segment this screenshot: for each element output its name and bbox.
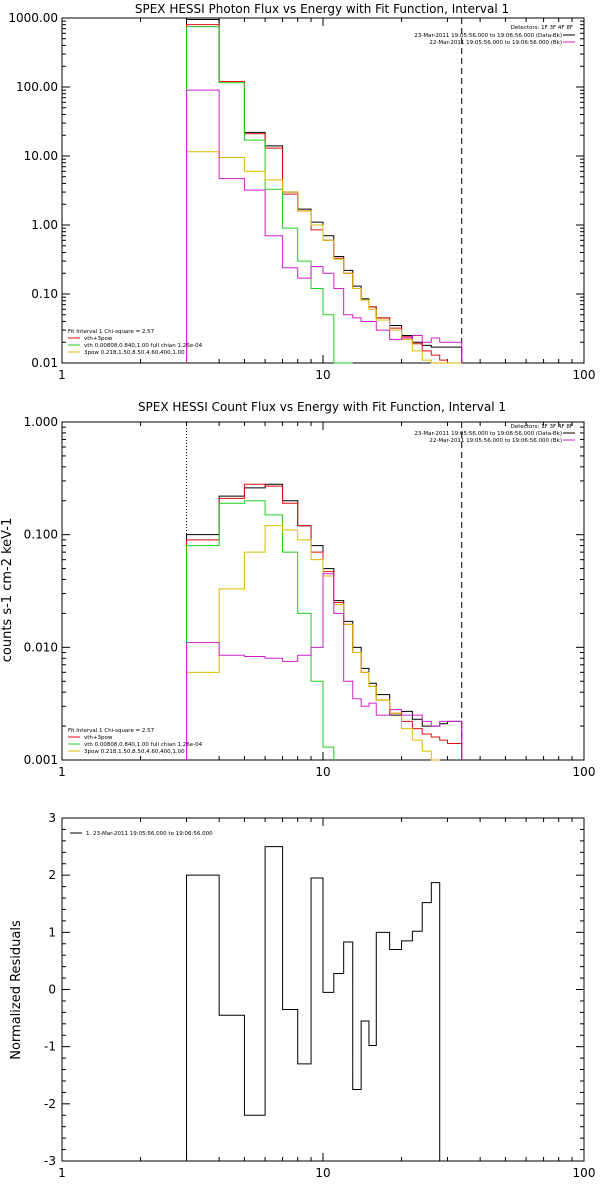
series-vth: [186, 26, 353, 364]
series-3pow: [186, 151, 462, 364]
legend-right: Detectors: 1F 3F 4F 8F 23-Mar-2011 19:05…: [414, 25, 575, 46]
x-tick-label: 10: [315, 1166, 330, 1180]
legend-bk: 22-Mar-2011 19:05:56.000 to 19:06:56.000…: [429, 40, 562, 46]
count-flux-panel: SPEX HESSI Count Flux vs Energy with Fit…: [0, 395, 600, 790]
y-tick-label: -3: [44, 1154, 56, 1168]
legend: 1. 23-Mar-2011 19:05:56.000 to 19:06:56.…: [70, 831, 213, 837]
y-tick-label: 10.00: [24, 149, 58, 163]
y-tick-label: 0.001: [24, 753, 58, 767]
legend-detectors: Detectors: 1F 3F 4F 8F: [511, 424, 573, 430]
series-vth: [186, 500, 335, 760]
legend-3pow: 3pow 0.218,1.50,8.50,4.60,400,1.00: [84, 749, 185, 755]
x-tick-label: 100: [573, 1166, 596, 1180]
series-vth-3pow: [186, 24, 462, 364]
y-axis-label: counts s-1 cm-2 keV-1: [0, 518, 15, 663]
legend-data-bk: 23-Mar-2011 19:05:56.000 to 19:06:56.000…: [414, 33, 562, 39]
series-data: [186, 483, 463, 760]
y-tick-label: 0.100: [24, 528, 58, 542]
chart-title: SPEX HESSI Count Flux vs Energy with Fit…: [138, 400, 506, 414]
x-tick-label: 100: [573, 765, 596, 779]
legend-vth3pow: vth+3pow: [84, 336, 113, 342]
x-tick-label: 100: [573, 368, 596, 382]
legend-3pow: 3pow 0.218,1.50,8.50,4.60,400,1.00: [84, 350, 185, 356]
legend-data-bk: 23-Mar-2011 19:05:56.000 to 19:06:56.000…: [414, 431, 562, 437]
series-data: [186, 19, 463, 363]
y-tick-label: -1: [44, 1040, 56, 1054]
series-background: [186, 573, 463, 760]
x-tick-label: 10: [315, 765, 330, 779]
series-3pow: [186, 525, 440, 761]
legend-right: Detectors: 1F 3F 4F 8F 23-Mar-2011 19:05…: [414, 424, 575, 444]
legend-fit-interval: Fit Interval 1 Chi-square = 2.57: [68, 329, 155, 335]
photon-flux-panel: SPEX HESSI Photon Flux vs Energy with Fi…: [0, 0, 600, 395]
residuals-chart: Normalized Residuals 1 10 100 -3 -2 -1 0 1 2 3 1.…: [9, 811, 596, 1180]
residuals-panel: Normalized Residuals 1 10 100 -3 -2 -1 0 1 2 3 1.…: [0, 790, 600, 1200]
y-tick-label: 0: [48, 983, 56, 997]
x-tick-label: 1: [58, 765, 66, 779]
y-tick-label: 100.00: [16, 80, 58, 94]
x-tick-label: 1: [58, 368, 66, 382]
y-tick-label: 0.10: [31, 287, 58, 301]
y-tick-label: 2: [48, 868, 56, 882]
legend-vth3pow: vth+3pow: [84, 735, 113, 741]
photon-flux-chart: SPEX HESSI Photon Flux vs Energy with Fi…: [8, 2, 596, 382]
y-tick-label: -2: [44, 1097, 56, 1111]
legend-vth: vth 0.00808,0.840,1.00 full chian 1.26e-…: [84, 742, 203, 748]
y-tick-label: 1: [48, 925, 56, 939]
y-tick-label: 1.00: [31, 218, 58, 232]
legend-left: Fit Interval 1 Chi-square = 2.57 vth+3po…: [68, 329, 203, 356]
x-tick-label: 1: [58, 1166, 66, 1180]
y-axis-label: Normalized Residuals: [9, 920, 24, 1060]
legend-left: Fit Interval 1 Chi-square = 2.57 vth+3po…: [68, 728, 203, 755]
legend-vth: vth 0.00808,0.840,1.00 full chian 1.26e-…: [84, 343, 203, 349]
chart-title: SPEX HESSI Photon Flux vs Energy with Fi…: [135, 2, 509, 16]
y-tick-label: 1.000: [24, 415, 58, 429]
legend-fit-interval: Fit Interval 1 Chi-square = 2.57: [68, 728, 155, 734]
count-flux-chart: SPEX HESSI Count Flux vs Energy with Fit…: [0, 400, 596, 779]
series-vth-3pow: [186, 483, 463, 760]
legend-detectors: Detectors: 1F 3F 4F 8F: [511, 25, 573, 31]
legend-label: 1. 23-Mar-2011 19:05:56.000 to 19:06:56.…: [86, 831, 213, 837]
y-tick-label: 0.010: [24, 640, 58, 654]
series-background: [186, 89, 463, 363]
x-tick-label: 10: [315, 368, 330, 382]
y-tick-label: 1000.00: [8, 11, 58, 25]
series-1-23-mar-2011-19-05-56-000-to-19-06-56-000: [186, 846, 441, 1161]
legend-bk: 22-Mar-2011 19:05:56.000 to 19:06:56.000…: [429, 438, 562, 444]
y-tick-label: 0.01: [31, 356, 58, 370]
y-tick-label: 3: [48, 811, 56, 825]
